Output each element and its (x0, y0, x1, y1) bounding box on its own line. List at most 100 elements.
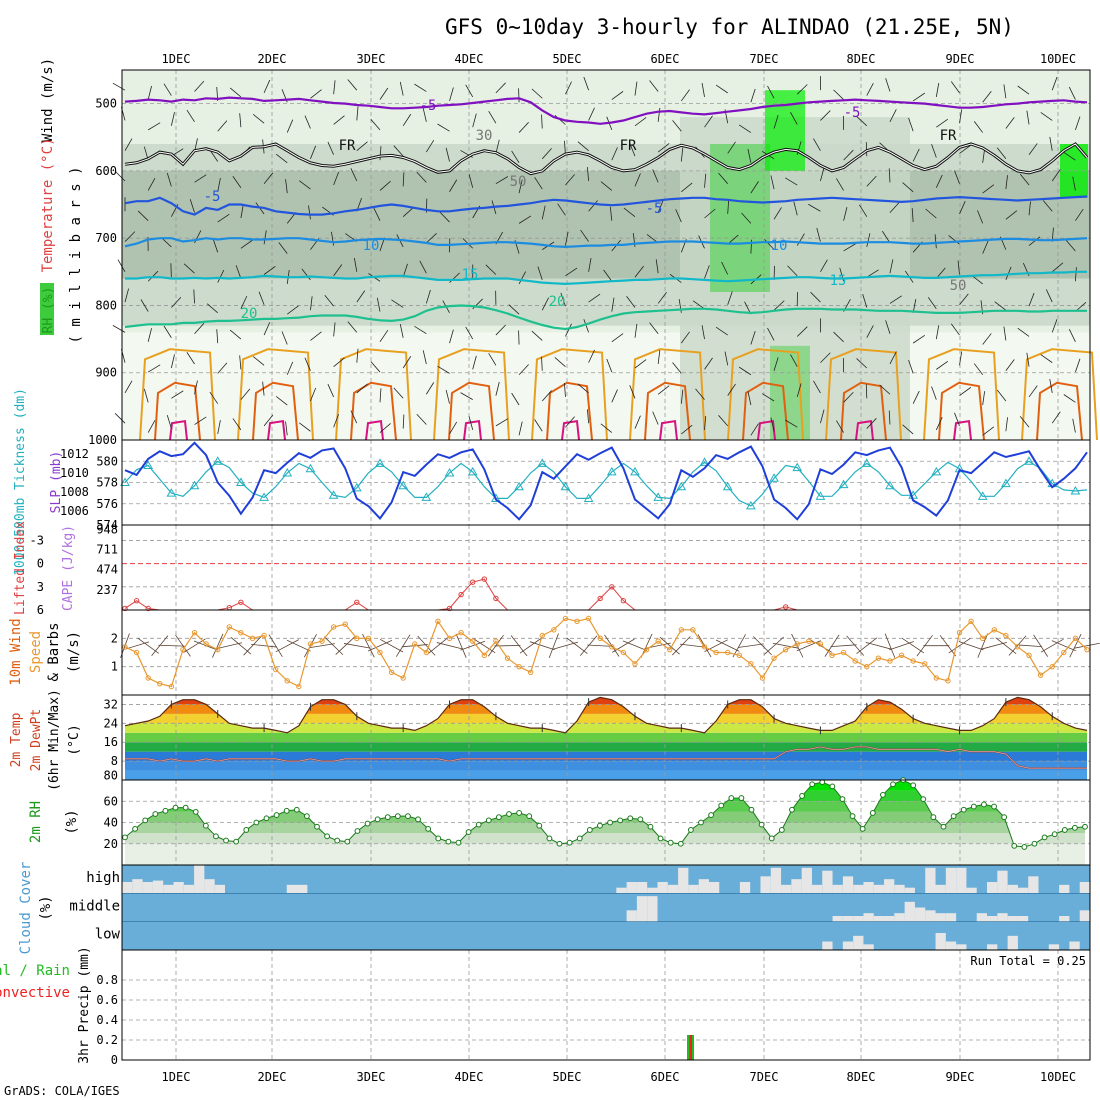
wind-barb (701, 325, 705, 340)
wind-barb (230, 637, 252, 655)
wind-speed-marker (1049, 663, 1055, 670)
lifted-line (124, 578, 1087, 611)
axis-side-label: SLP (mb) (49, 451, 64, 514)
wind-barb (1033, 634, 1049, 657)
wind-barb (1042, 200, 1053, 212)
wind-barb (695, 388, 705, 400)
wind-barb (285, 179, 288, 194)
wind-barb (583, 319, 589, 333)
wind-barb (1075, 267, 1077, 282)
precip-tick: 0.4 (96, 1013, 118, 1027)
wind-barb (1003, 326, 1007, 341)
thickness-marker (1001, 478, 1011, 488)
wind-barb (460, 392, 473, 400)
wind-barb (715, 84, 728, 94)
wind-speed-marker (388, 669, 395, 676)
thickness-marker (166, 488, 177, 497)
wind-barb (194, 416, 207, 425)
rh-marker (273, 812, 280, 818)
wind-barb (147, 122, 161, 131)
wind-barb (588, 293, 601, 303)
contour-label: 20 (241, 306, 258, 322)
cloud-bar-middle (1059, 916, 1070, 922)
isotherm-25 (825, 348, 902, 441)
wind-barb (465, 326, 474, 340)
rh-marker (516, 810, 523, 816)
rh-marker (122, 834, 128, 841)
wind-barb (335, 636, 355, 655)
cloud-bar-high (636, 882, 648, 894)
rh-marker (890, 781, 896, 788)
wind-barb (275, 639, 299, 653)
wind-barb (996, 147, 1007, 160)
slp-tick: 1008 (60, 485, 89, 499)
wind-barb (927, 297, 937, 310)
rh-marker (859, 825, 866, 832)
wind-barb (206, 303, 218, 314)
rh-marker (344, 838, 351, 845)
wind-barb (1003, 84, 1007, 99)
wind-barb (194, 323, 205, 334)
lifted-tick: 0 (37, 557, 44, 571)
contour-label: 15 (830, 273, 847, 289)
wind-speed-line (124, 617, 1088, 688)
thickness-marker (444, 467, 455, 477)
wind-barb (402, 356, 412, 369)
wind-barb (217, 362, 228, 374)
rh-band (125, 833, 1085, 844)
wind-barb (310, 331, 322, 341)
wind-speed-marker (400, 675, 406, 681)
wind-barb (343, 643, 370, 649)
wind-barb (657, 143, 670, 153)
wind-speed-marker (574, 618, 580, 625)
rh-green-low (770, 345, 810, 440)
cloud-bar-low (956, 944, 967, 950)
rh-band (125, 790, 1085, 802)
axis-side-label: (°C) (67, 724, 82, 755)
wind-barb (416, 171, 427, 183)
wind-speed-marker (748, 661, 754, 667)
contour-label: 50 (950, 278, 967, 294)
rh-tick: 60 (104, 794, 118, 808)
thickness-marker (977, 491, 988, 500)
wind-barb (1051, 319, 1058, 333)
wind-barb (634, 359, 647, 369)
wind-barb (1028, 201, 1031, 216)
wind-barb (286, 639, 311, 652)
slp-thickness-panel: 580 578 576 574 1012 1010 1008 1006 (60, 439, 1091, 532)
cloud-bar-high (781, 884, 792, 894)
panel-frame (121, 949, 1091, 1061)
date-tick-label: 1DEC (162, 1070, 191, 1084)
wind-barb (437, 123, 450, 132)
wind-barb (1028, 292, 1035, 307)
wind-barb (738, 366, 752, 376)
rh-marker (920, 796, 927, 803)
wind-barb (518, 421, 523, 436)
temp-band (125, 742, 1087, 752)
wind-barb (681, 331, 690, 344)
wind-barb (114, 412, 126, 424)
cloud-bar-high (194, 865, 205, 894)
wind-barb (820, 167, 825, 182)
thickness-marker (769, 473, 779, 482)
wind-barb (1019, 416, 1030, 428)
wind-barb (982, 391, 986, 406)
wind-barb (183, 638, 206, 653)
date-tick-label: 3DEC (357, 52, 386, 66)
wind-barb (634, 173, 641, 187)
cloud-bar-high (811, 884, 823, 894)
wind-barb (1019, 173, 1030, 186)
wind-barb (510, 635, 528, 657)
thickness-marker (676, 481, 687, 491)
precip-conv-label: Convective (0, 985, 70, 1001)
wind-barb (417, 635, 436, 656)
wind-barb (1068, 329, 1076, 342)
wind-barb (704, 173, 707, 188)
wind-barb (422, 108, 427, 122)
cloud-bar-high (173, 882, 184, 894)
rh-marker (192, 808, 199, 815)
wind-barb (327, 383, 334, 398)
wind-barb (426, 139, 435, 153)
wind-barb (531, 330, 543, 341)
rh-marker (1061, 827, 1068, 833)
